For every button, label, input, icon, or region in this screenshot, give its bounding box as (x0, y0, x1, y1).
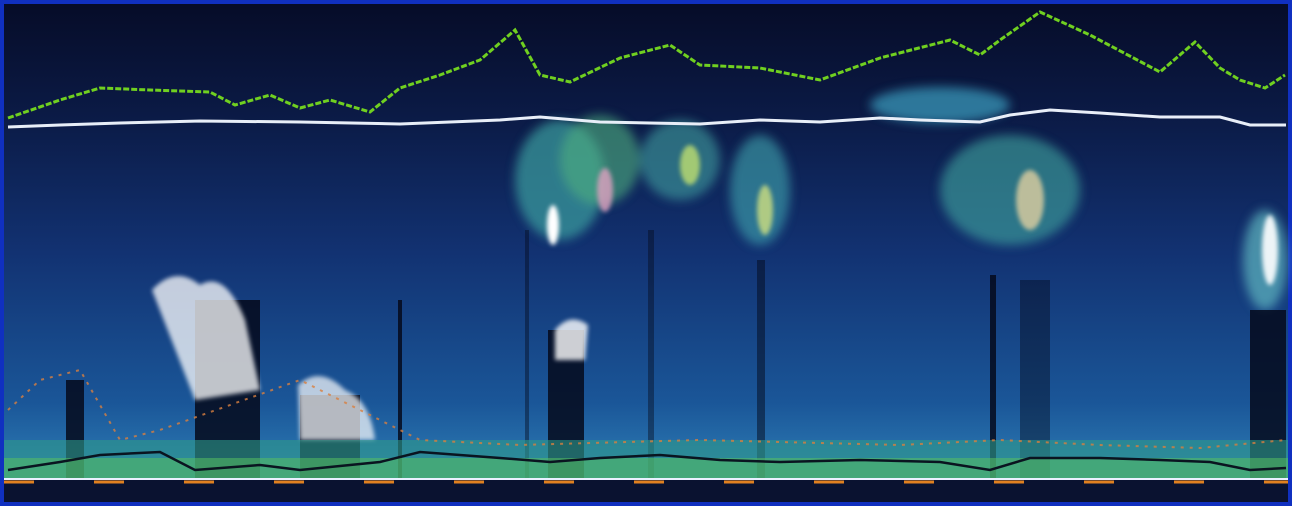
cloud-core (680, 145, 700, 185)
cloud-core (1016, 170, 1044, 230)
cloud (640, 120, 720, 200)
lidar-image (0, 0, 1292, 506)
cloud (940, 135, 1080, 245)
cloud-core (1262, 215, 1278, 285)
cloud-core (757, 185, 773, 235)
cloud-core (597, 168, 613, 212)
boundary-layer-core (4, 458, 1288, 478)
cloud-core (547, 205, 559, 245)
cloud-top (555, 320, 588, 360)
